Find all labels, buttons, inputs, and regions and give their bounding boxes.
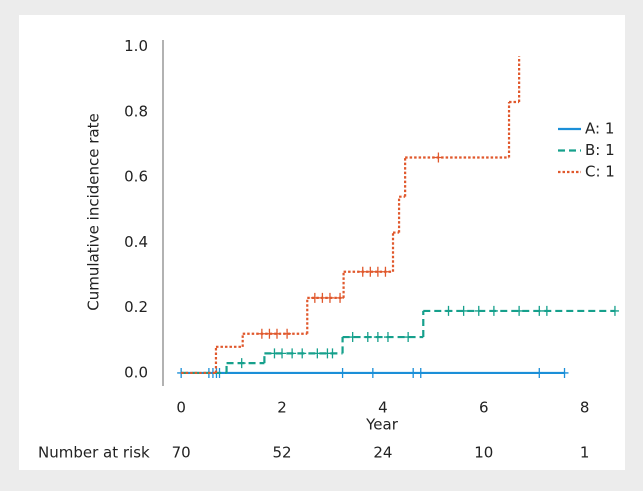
y-tick-label: 0.0 — [124, 363, 148, 381]
y-tick-label: 0.6 — [124, 168, 148, 186]
legend-label: C: 1 — [585, 163, 615, 181]
censor-mark — [336, 292, 345, 303]
censor-mark — [459, 305, 468, 316]
risk-count: 70 — [172, 444, 191, 462]
censor-mark — [515, 305, 524, 316]
x-axis-label: Year — [365, 416, 399, 434]
censor-mark — [474, 305, 483, 316]
x-tick-label: 6 — [479, 399, 489, 417]
censor-mark — [383, 332, 392, 343]
x-tick-label: 8 — [580, 399, 590, 417]
y-tick-label: 0.2 — [124, 298, 148, 316]
risk-count: 10 — [474, 444, 493, 462]
x-tick-label: 2 — [277, 399, 287, 417]
risk-count: 52 — [272, 444, 291, 462]
censor-mark — [542, 305, 551, 316]
censor-mark — [325, 292, 334, 303]
censor-mark — [444, 305, 453, 316]
x-tick-label: 4 — [378, 399, 388, 417]
censor-mark — [535, 305, 544, 316]
censor-mark — [265, 328, 274, 339]
censor-mark — [338, 367, 347, 378]
censor-mark — [368, 367, 377, 378]
censor-mark — [610, 305, 619, 316]
censor-mark — [373, 266, 382, 277]
x-tick-label: 0 — [176, 399, 186, 417]
censor-mark — [257, 328, 266, 339]
censor-mark — [358, 266, 367, 277]
censor-mark — [489, 305, 498, 316]
censor-mark — [366, 266, 375, 277]
legend-label: A: 1 — [585, 120, 614, 138]
y-tick-label: 0.8 — [124, 102, 148, 120]
risk-count: 24 — [373, 444, 392, 462]
risk-label: Number at risk — [38, 444, 150, 462]
risk-count: 1 — [580, 444, 590, 462]
censor-mark — [434, 152, 443, 163]
legend-label: B: 1 — [585, 141, 615, 159]
censor-mark — [416, 367, 425, 378]
y-tick-label: 0.4 — [124, 233, 148, 251]
censor-mark — [535, 367, 544, 378]
censor-mark — [283, 328, 292, 339]
censor-mark — [298, 348, 307, 359]
censor-mark — [237, 358, 246, 369]
censor-mark — [348, 332, 357, 343]
censor-mark — [278, 348, 287, 359]
censor-mark — [270, 348, 279, 359]
censor-mark — [381, 266, 390, 277]
y-axis-label: Cumulative incidence rate — [85, 113, 103, 310]
censor-mark — [328, 348, 337, 359]
censor-mark — [310, 292, 319, 303]
censor-mark — [363, 332, 372, 343]
censor-mark — [318, 292, 327, 303]
y-tick-label: 1.0 — [124, 37, 148, 55]
censor-mark — [373, 332, 382, 343]
censor-mark — [404, 332, 413, 343]
panel — [19, 15, 625, 470]
censor-mark — [288, 348, 297, 359]
censor-mark — [313, 348, 322, 359]
censor-mark — [409, 367, 418, 378]
censor-mark — [272, 328, 281, 339]
censor-mark — [560, 367, 569, 378]
